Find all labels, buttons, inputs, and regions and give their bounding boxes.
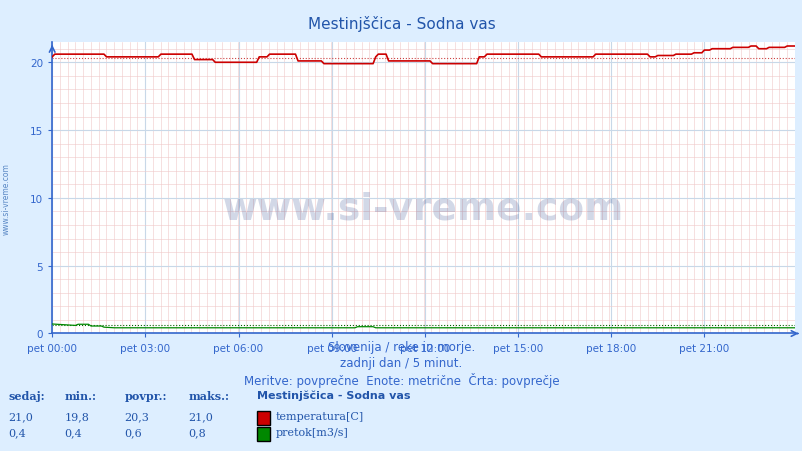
- Text: pretok[m3/s]: pretok[m3/s]: [275, 428, 348, 437]
- Text: 0,8: 0,8: [188, 428, 206, 437]
- Text: min.:: min.:: [64, 390, 96, 401]
- Text: zadnji dan / 5 minut.: zadnji dan / 5 minut.: [340, 356, 462, 369]
- Text: Meritve: povprečne  Enote: metrične  Črta: povprečje: Meritve: povprečne Enote: metrične Črta:…: [243, 372, 559, 387]
- Text: Mestinjščica - Sodna vas: Mestinjščica - Sodna vas: [257, 390, 410, 400]
- Text: maks.:: maks.:: [188, 390, 229, 401]
- Text: Slovenija / reke in morje.: Slovenija / reke in morje.: [327, 341, 475, 354]
- Text: www.si-vreme.com: www.si-vreme.com: [223, 191, 623, 226]
- Text: 21,0: 21,0: [188, 411, 213, 421]
- Text: 20,3: 20,3: [124, 411, 149, 421]
- Text: 19,8: 19,8: [64, 411, 89, 421]
- Text: sedaj:: sedaj:: [8, 390, 45, 401]
- Text: Mestinjščica - Sodna vas: Mestinjščica - Sodna vas: [307, 16, 495, 32]
- Text: www.si-vreme.com: www.si-vreme.com: [2, 162, 11, 235]
- Text: 0,4: 0,4: [8, 428, 26, 437]
- Text: povpr.:: povpr.:: [124, 390, 167, 401]
- Text: temperatura[C]: temperatura[C]: [275, 411, 363, 421]
- Text: 0,4: 0,4: [64, 428, 82, 437]
- Text: 0,6: 0,6: [124, 428, 142, 437]
- Text: 21,0: 21,0: [8, 411, 33, 421]
